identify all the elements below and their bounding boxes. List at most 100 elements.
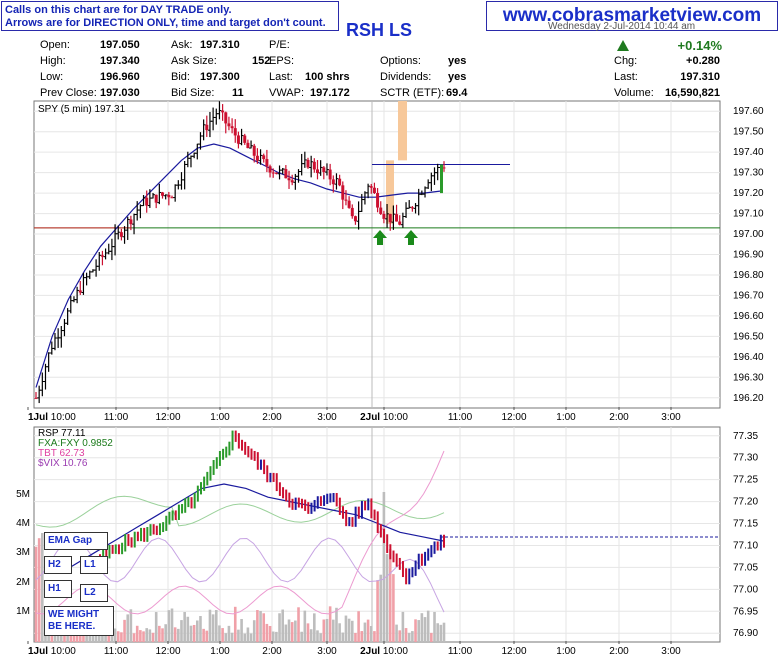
volume-bar: [170, 608, 174, 642]
x-tick-label: 2Jul 10:00: [360, 646, 408, 657]
volume-bar: [395, 624, 398, 642]
volume-bar: [300, 631, 303, 642]
spy-price-bar: [34, 392, 38, 400]
volume-bar: [262, 613, 266, 642]
spy-price-bar: [129, 215, 133, 231]
x-tick-label: 2:00: [262, 646, 282, 657]
volume-bar: [135, 625, 139, 642]
spy-y-tick: 196.50: [733, 331, 764, 342]
datetime-label: Wednesday 2-Jul-2014 10:44 am: [548, 21, 696, 32]
volume-bar: [132, 633, 136, 642]
rsp-y-tick: 76.90: [733, 628, 758, 639]
volume-bar: [196, 620, 199, 642]
volume-bar: [379, 574, 383, 642]
rsp-y-tick: 76.95: [733, 606, 758, 617]
chg-value: +0.280: [686, 55, 720, 67]
spy-price-bar: [224, 111, 228, 134]
volume-bar: [34, 546, 38, 642]
volume-bar: [148, 629, 152, 642]
spy-price-bar: [379, 201, 383, 215]
volume-bar: [360, 631, 364, 642]
volume-bar: [319, 633, 322, 642]
spy-price-bar: [265, 149, 269, 173]
rsp-y-tick: 77.05: [733, 562, 758, 573]
spy-y-tick: 196.90: [733, 250, 764, 261]
spy-y-tick: 197.30: [733, 168, 764, 179]
legend-fxa-fxy: FXA:FXY 0.9852: [38, 438, 113, 449]
volume-bar: [237, 629, 240, 642]
spy-price-bar: [315, 160, 319, 180]
volume-bar: [398, 630, 402, 642]
spy-price-bar: [227, 116, 231, 131]
dividends-label: Dividends:: [380, 71, 431, 83]
spy-price-bar: [167, 191, 171, 206]
volume-bar: [316, 630, 319, 642]
spy-price-bar: [338, 174, 342, 187]
volume-bar: [373, 631, 376, 642]
rsp-panel: 77.35 77.30 77.25 77.20 77.15 77.10 77.05 77.00…: [16, 426, 758, 643]
volume-bar: [347, 618, 351, 642]
volume-bar: [240, 618, 243, 642]
spy-title: SPY (5 min) 197.31: [38, 104, 126, 115]
rsp-y-tick: 77.15: [733, 519, 758, 530]
spy-price-bar: [398, 215, 402, 226]
volume-bar: [382, 492, 386, 642]
vwap-value: 197.172: [310, 87, 350, 99]
x-tick-label: 11:00: [448, 646, 473, 657]
ask-label: Ask:: [171, 39, 192, 51]
last2-label: Last:: [614, 71, 638, 83]
sctr-value: 69.4: [446, 87, 468, 99]
high-label: High:: [40, 55, 66, 67]
spy-price-bar: [100, 250, 104, 266]
volume-bar: [430, 632, 433, 642]
volume-bar: [275, 631, 278, 642]
volume-bar: [145, 628, 148, 642]
volume-bar: [208, 609, 212, 642]
prev-close-value: 197.030: [100, 87, 140, 99]
volume-bar: [224, 633, 228, 642]
spy-y-tick: 196.30: [733, 372, 764, 383]
volume-bar: [142, 631, 145, 642]
might-be-here-line-1: WE MIGHT: [48, 609, 100, 620]
x-tick-label: 1:00: [556, 412, 576, 423]
volume-bar: [442, 622, 446, 642]
vwap-label: VWAP:: [269, 87, 304, 99]
x-tick-label: 1Jul 10:00: [28, 646, 76, 657]
spy-price-bar: [170, 195, 174, 199]
spy-price-bar: [78, 280, 82, 295]
volume-bar: [158, 625, 161, 642]
spy-price-bar: [243, 133, 247, 145]
volume-bar: [41, 533, 44, 642]
volume-bar: [123, 619, 126, 642]
sctr-label: SCTR (ETF):: [380, 87, 444, 99]
spy-price-bar: [322, 166, 326, 180]
spy-price-bar: [382, 210, 386, 224]
disclaimer-line-2: Arrows are for DIRECTION ONLY, time and …: [5, 17, 326, 29]
spy-price-bar: [236, 131, 240, 149]
spy-price-bar: [233, 119, 237, 143]
volume-bar: [344, 615, 348, 642]
up-triangle-icon: [617, 40, 629, 51]
volume-bar: [294, 620, 297, 642]
spy-highlight-bar: [386, 160, 394, 224]
spy-price-bar: [290, 174, 294, 186]
volume-bar: [202, 628, 205, 642]
spy-price-bar: [328, 163, 332, 186]
open-value: 197.050: [100, 39, 140, 51]
x-tick-label: 1:00: [556, 646, 576, 657]
x-tick-label: 1:00: [210, 646, 230, 657]
spy-panel: 197.60 197.50 197.40 197.30 197.20 197.10 197.…: [33, 100, 764, 409]
spy-price-bar: [274, 172, 278, 175]
volume-tick: 2M: [16, 577, 30, 588]
site-url[interactable]: www.cobrasmarketview.com: [486, 1, 778, 31]
volume-bar: [218, 625, 221, 642]
spy-price-bar: [252, 143, 256, 163]
volume-bar: [407, 632, 411, 642]
spy-price-bar: [246, 139, 250, 149]
options-value: yes: [448, 55, 466, 67]
ask-size-value: 152: [252, 55, 270, 67]
rsp-price-bars: [99, 430, 445, 585]
volume-bar: [151, 632, 155, 642]
volume-bar: [243, 633, 247, 642]
volume-bar: [388, 549, 392, 642]
